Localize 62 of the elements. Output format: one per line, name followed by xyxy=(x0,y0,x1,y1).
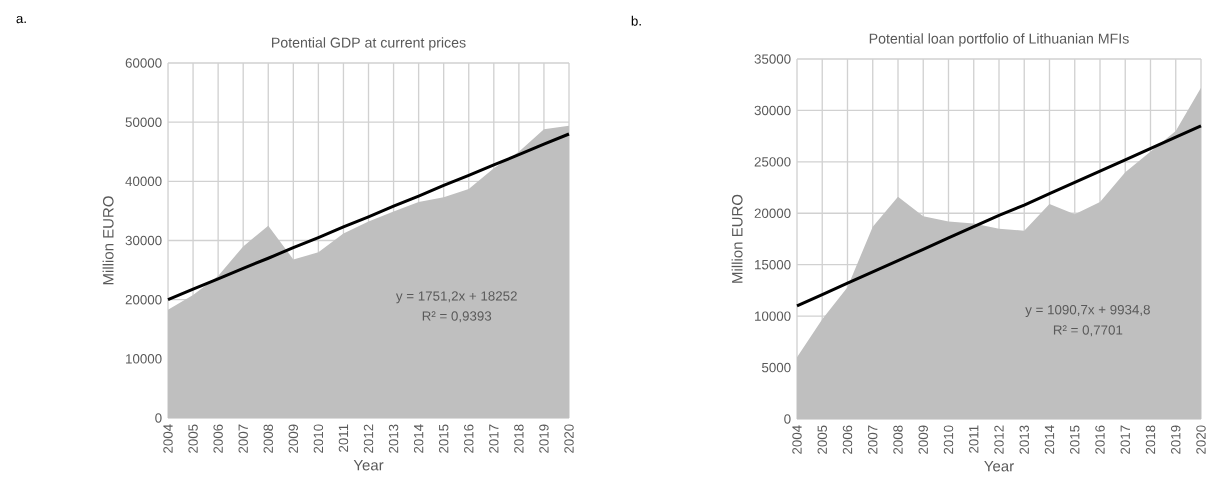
annotation: y = 1751,2x + 18252 xyxy=(395,291,517,304)
x-tick-label: 2019 xyxy=(539,424,549,453)
y-tick-label: 40000 xyxy=(125,176,162,187)
x-tick-label: 2014 xyxy=(413,424,424,453)
chart-title: Potential GDP at current prices xyxy=(272,37,466,51)
y-tick-label: 20000 xyxy=(125,294,162,305)
y-tick-label: 0 xyxy=(155,413,162,423)
line-series xyxy=(166,132,571,302)
y-tick-label: 10000 xyxy=(755,311,791,321)
y-tick-label: 5000 xyxy=(761,362,791,373)
x-tick-label: 2020 xyxy=(1196,425,1206,454)
x-tick-label: 2011 xyxy=(338,424,349,452)
x-tick-label: 2010 xyxy=(943,425,954,454)
x-tick-label: 2013 xyxy=(388,424,399,453)
x-tick-label: 2006 xyxy=(213,424,223,453)
text: b. xyxy=(631,15,641,26)
annotation: y = 1090,7x + 9934,8 xyxy=(1025,304,1150,318)
x-tick-label: 2010 xyxy=(313,424,324,453)
x-tick-label: 2018 xyxy=(1145,425,1156,454)
y-tick-label: 20000 xyxy=(754,208,791,218)
x-tick-label: 2008 xyxy=(263,424,273,453)
x-tick-label: 2015 xyxy=(1070,425,1080,454)
x-tick-label: 2019 xyxy=(1171,425,1181,454)
x-tick-label: 2015 xyxy=(438,424,449,453)
chart-title: Potential loan portfolio of Lithuanian MFIs xyxy=(869,33,1129,47)
y-axis-title: Million EURO xyxy=(102,196,114,285)
x-tick-label: 2006 xyxy=(842,425,853,454)
x-tick-label: 2007 xyxy=(868,425,878,454)
x-tick-label: 2011 xyxy=(969,425,979,453)
y-tick-label: 60000 xyxy=(125,58,162,68)
x-tick-label: 2014 xyxy=(1044,425,1055,454)
x-tick-label: 2004 xyxy=(792,425,802,454)
text: a. xyxy=(16,15,26,24)
y-tick-label: 30000 xyxy=(754,105,791,116)
x-tick-label: 2007 xyxy=(238,424,248,453)
annotation: R² = 0,9393 xyxy=(422,311,492,323)
x-tick-label: 2005 xyxy=(817,425,827,454)
x-tick-label: 2016 xyxy=(1095,425,1105,454)
x-tick-label: 2012 xyxy=(994,425,1004,454)
x-tick-label: 2008 xyxy=(893,425,903,454)
y-tick-label: 10000 xyxy=(126,354,162,364)
y-axis-title: Million EURO xyxy=(731,194,743,283)
y-tick-label: 35000 xyxy=(754,54,791,64)
x-tick-label: 2009 xyxy=(918,425,928,454)
x-tick-label: 2018 xyxy=(514,424,524,453)
x-axis-title: Year xyxy=(353,459,384,471)
annotation: R² = 0,7701 xyxy=(1053,325,1123,337)
x-tick-label: 2017 xyxy=(489,424,499,453)
y-tick-label: 25000 xyxy=(754,157,791,167)
x-tick-label: 2020 xyxy=(564,424,574,453)
x-tick-label: 2012 xyxy=(363,424,374,453)
x-tick-label: 2004 xyxy=(163,424,173,453)
y-tick-label: 30000 xyxy=(125,235,162,246)
x-tick-label: 2005 xyxy=(188,424,198,453)
x-tick-label: 2017 xyxy=(1120,425,1130,454)
y-tick-label: 50000 xyxy=(125,117,162,127)
x-tick-label: 2013 xyxy=(1019,425,1029,454)
x-tick-label: 2009 xyxy=(288,424,299,453)
y-tick-label: 0 xyxy=(784,414,791,424)
x-tick-label: 2016 xyxy=(464,424,474,453)
x-axis-title: Year xyxy=(984,460,1014,472)
y-tick-label: 15000 xyxy=(755,259,791,270)
